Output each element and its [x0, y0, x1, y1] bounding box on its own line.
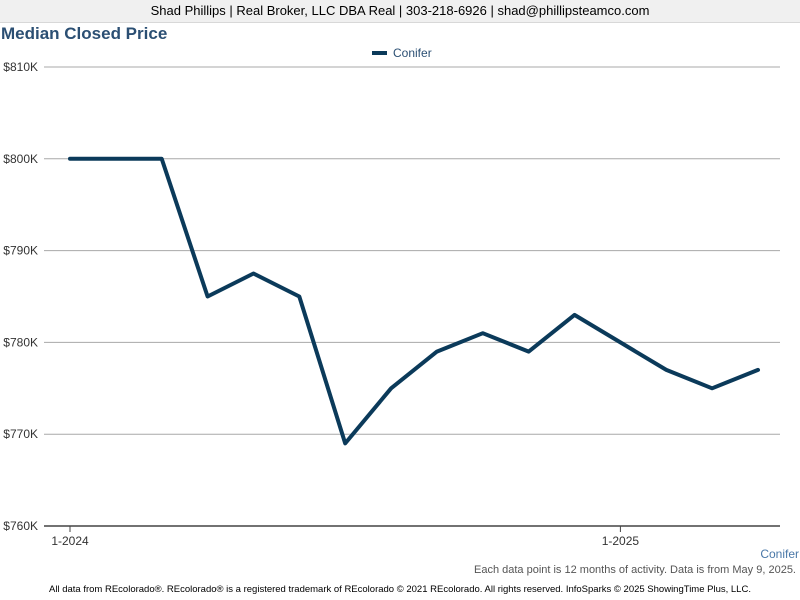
- y-tick-label: $790K: [3, 244, 38, 258]
- legend-label: Conifer: [393, 46, 432, 60]
- y-tick-label: $760K: [3, 519, 38, 533]
- y-tick-label: $770K: [3, 427, 38, 441]
- chart-legend: Conifer: [372, 46, 432, 60]
- x-axis: 1-2024 1-2025: [51, 526, 639, 548]
- y-tick-label: $810K: [3, 60, 38, 74]
- area-label: Conifer: [760, 547, 799, 561]
- data-note: Each data point is 12 months of activity…: [473, 564, 796, 576]
- series-line-conifer: [68, 156, 760, 446]
- contact-bar: Shad Phillips | Real Broker, LLC DBA Rea…: [0, 0, 800, 23]
- x-tick-label: 1-2025: [602, 534, 640, 548]
- y-axis: $760K $770K $780K $790K $800K $810K: [3, 60, 38, 533]
- y-tick-label: $800K: [3, 152, 38, 166]
- legend-swatch: [372, 51, 387, 55]
- footer-copyright: All data from REcolorado®. REcolorado® i…: [49, 584, 751, 595]
- chart-title: Median Closed Price: [1, 24, 168, 43]
- series-lines: [68, 156, 760, 446]
- x-tick-label: 1-2024: [51, 534, 89, 548]
- grid-lines: [44, 66, 780, 527]
- y-tick-label: $780K: [3, 335, 38, 349]
